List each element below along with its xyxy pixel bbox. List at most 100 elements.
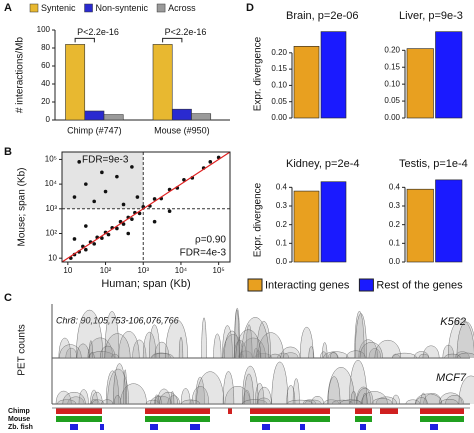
synteny-block <box>228 408 232 414</box>
interaction-arc <box>245 324 253 359</box>
legend-label: Non-syntenic <box>96 3 149 13</box>
y-tick-label: 0.00 <box>271 113 287 122</box>
y-tick-label: 0.3 <box>276 201 288 210</box>
interaction-arc <box>311 396 324 405</box>
point <box>84 247 88 252</box>
interaction-arc <box>374 340 401 359</box>
legend-label: Rest of the genes <box>376 279 463 291</box>
legend-label: Across <box>168 3 196 13</box>
legend-swatch <box>358 278 374 292</box>
y-tick-label: 0.20 <box>384 45 400 54</box>
interaction-arc <box>308 346 315 359</box>
track-label: MCF7 <box>436 372 467 384</box>
interaction-arc <box>359 342 383 359</box>
y-tick-label: 10² <box>45 229 57 238</box>
interaction-arc <box>132 339 147 359</box>
interaction-arc <box>392 352 417 359</box>
point <box>115 174 119 179</box>
synteny-block <box>145 408 210 414</box>
synteny-block <box>430 424 438 430</box>
y-tick-label: 100 <box>37 25 51 34</box>
bar <box>65 44 86 121</box>
interaction-arc <box>257 332 284 359</box>
y-tick-label: 0 <box>46 115 51 124</box>
y-tick-label: 0.1 <box>389 238 401 247</box>
panel-label: A <box>4 2 12 14</box>
interaction-arc <box>65 347 78 359</box>
interaction-arc <box>422 345 440 359</box>
interaction-arc <box>101 399 114 405</box>
interaction-arc <box>415 397 428 405</box>
interaction-arc <box>320 351 327 359</box>
species-label: Zb. fish <box>8 424 33 431</box>
bar <box>293 45 320 119</box>
interaction-arc <box>327 376 341 405</box>
interaction-arc <box>444 353 461 359</box>
y-tick-label: 0.2 <box>389 220 401 229</box>
x-tick-label: Chimp (#747) <box>67 125 122 135</box>
chart-title: Liver, p=9e-3 <box>399 10 463 22</box>
point <box>152 197 157 201</box>
interaction-arc <box>118 331 140 359</box>
x-tick-label: 10 <box>63 266 72 275</box>
point <box>92 242 96 246</box>
interaction-arc <box>368 348 381 359</box>
interaction-arc <box>120 383 147 405</box>
interaction-arc <box>235 329 262 359</box>
point <box>152 219 157 224</box>
point <box>126 231 131 236</box>
interaction-arc <box>149 324 160 359</box>
interaction-arc <box>104 311 120 359</box>
y-tick-label: 40 <box>41 79 50 88</box>
bar <box>406 188 434 263</box>
interaction-arc <box>280 346 301 359</box>
panel-label: D <box>246 2 254 14</box>
interaction-arc <box>371 398 393 405</box>
synteny-block <box>355 416 372 422</box>
interaction-arc <box>159 391 179 405</box>
point <box>72 237 77 241</box>
y-tick-label: 0.2 <box>276 220 288 229</box>
point <box>137 211 142 216</box>
interaction-arc <box>420 392 427 405</box>
interaction-arc <box>195 377 205 405</box>
interaction-arc <box>170 391 175 405</box>
interaction-arc <box>254 353 272 359</box>
y-tick-label: 10³ <box>45 204 57 213</box>
bar <box>320 181 347 263</box>
y-tick-label: 0.3 <box>389 201 401 210</box>
interaction-arc <box>414 393 443 405</box>
interaction-arc <box>286 399 313 405</box>
legend-swatch <box>247 278 263 292</box>
y-tick-label: 0.00 <box>384 113 400 122</box>
interaction-arc <box>269 353 281 359</box>
synteny-block <box>145 416 210 422</box>
interaction-arc <box>59 344 82 359</box>
interaction-arc <box>362 393 368 405</box>
interaction-arc <box>58 338 72 359</box>
interaction-arc <box>244 373 254 405</box>
x-tick-label: 10³ <box>137 266 149 275</box>
x-axis-label: Human; span (Kb) <box>101 278 190 290</box>
point <box>72 195 77 199</box>
interaction-arc <box>88 340 93 359</box>
chart-title: Testis, p=1e-4 <box>399 158 468 170</box>
y-tick-label: 60 <box>41 61 50 70</box>
interaction-arc <box>89 352 95 359</box>
interaction-arc <box>271 361 289 405</box>
synteny-block <box>150 424 158 430</box>
interaction-arc <box>242 399 268 405</box>
interaction-arc <box>76 310 103 359</box>
y-axis-label: Expr. divergence <box>253 36 264 111</box>
y-tick-label: 0.15 <box>384 62 400 71</box>
synteny-block <box>190 424 200 430</box>
bracket <box>162 37 183 43</box>
interaction-arc <box>300 326 314 359</box>
bar <box>293 190 320 263</box>
interaction-arc <box>339 399 363 405</box>
y-axis-label: Mouse; span (Kb) <box>17 168 28 247</box>
bar <box>103 114 124 121</box>
interaction-arc <box>234 309 240 359</box>
point <box>121 202 126 207</box>
interaction-arc <box>151 353 174 359</box>
